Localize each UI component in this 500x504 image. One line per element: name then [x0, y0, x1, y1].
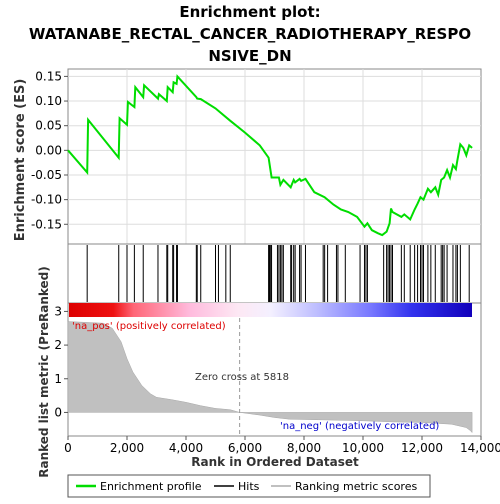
rank-color-bar	[69, 303, 472, 317]
es-tick-label: 0.10	[35, 94, 62, 108]
x-tick-label: 8,000	[287, 441, 321, 455]
zero-cross-label: Zero cross at 5818	[195, 372, 289, 383]
neg-label: 'na_neg' (negatively correlated)	[280, 421, 439, 432]
legend-es-label: Enrichment profile	[100, 480, 202, 493]
x-tick-label: 12,000	[401, 441, 443, 455]
es-panel-frame	[67, 68, 482, 245]
x-tick-label: 14,000	[460, 441, 500, 455]
ranked-ylabel: Ranked list metric (PreRanked)	[37, 266, 51, 478]
hits-panel	[67, 243, 482, 304]
es-panel: 0.15 0.10 0.05 0.00 -0.05 -0.10 -0.15 Enrichme…	[13, 68, 482, 245]
rank-y-ticks: 0 1 2 3	[54, 304, 68, 419]
es-line	[67, 74, 473, 237]
legend-metric-label: Ranking metric scores	[295, 480, 417, 493]
x-tick-label: 6,000	[228, 441, 262, 455]
legend: Enrichment profile Hits Ranking metric s…	[67, 474, 431, 498]
ranking-metric-area	[67, 321, 473, 434]
pos-label: 'na_pos' (positively correlated)	[72, 321, 226, 332]
es-tick-label: 0.15	[35, 69, 62, 83]
hits-panel-frame	[67, 243, 482, 304]
ranked-panel: 0 1 2 3 0 2,000 4,000 6,000 8,000 10,000 12,000 14…	[37, 266, 500, 478]
es-tick-label: 0.00	[35, 143, 62, 157]
x-tick-label: 4,000	[169, 441, 203, 455]
es-tick-label: -0.15	[31, 217, 62, 231]
title-line-3: NSIVE_DN	[208, 47, 291, 65]
x-tick-label: 0	[64, 441, 72, 455]
legend-hits-label: Hits	[238, 480, 260, 493]
x-tick-label: 2,000	[110, 441, 144, 455]
es-gridlines	[68, 69, 481, 244]
rank-x-ticks: 0 2,000 4,000 6,000 8,000 10,000 12,000 14,000	[64, 436, 500, 455]
title: Enrichment plot: WATANABE_RECTAL_CANCER_…	[29, 3, 471, 65]
rank-tick-label: 0	[54, 405, 62, 419]
x-tick-label: 10,000	[342, 441, 384, 455]
hit-marks	[86, 245, 470, 302]
rank-tick-label: 2	[54, 338, 62, 352]
rank-tick-label: 3	[54, 304, 62, 318]
x-axis-label: Rank in Ordered Dataset	[191, 455, 359, 469]
es-y-ticks: 0.15 0.10 0.05 0.00 -0.05 -0.10 -0.15	[31, 69, 68, 231]
title-line-2: WATANABE_RECTAL_CANCER_RADIOTHERAPY_RESP…	[29, 25, 471, 43]
rank-tick-label: 1	[54, 372, 62, 386]
es-ylabel: Enrichment score (ES)	[13, 79, 28, 242]
es-tick-label: -0.05	[31, 168, 62, 182]
title-line-1: Enrichment plot:	[179, 3, 320, 21]
es-tick-label: 0.05	[35, 119, 62, 133]
legend-box	[67, 474, 431, 498]
es-tick-label: -0.10	[31, 193, 62, 207]
